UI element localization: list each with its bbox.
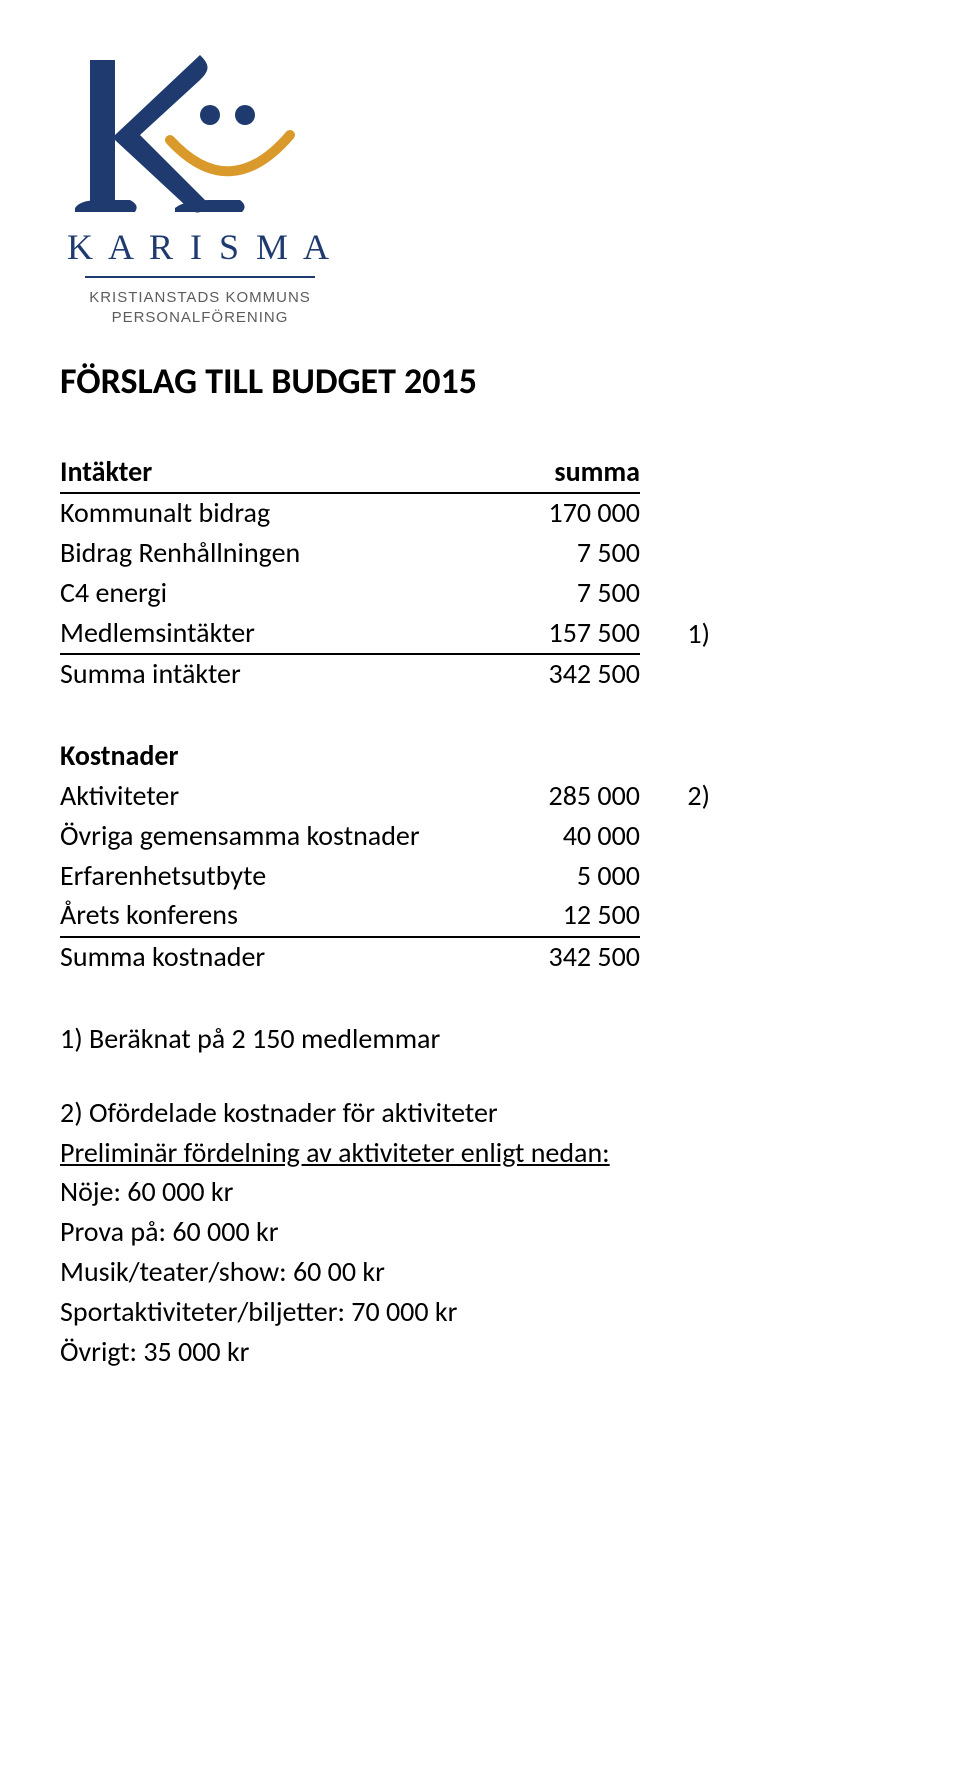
income-table: Intäkter summa Kommunalt bidrag 170 000 …: [60, 453, 710, 979]
footnote-2-line: Prova på: 60 000 kr: [60, 1213, 900, 1251]
logo-wordmark: K A R I S M A: [60, 226, 340, 268]
income-sum-row: Summa intäkter 342 500: [60, 654, 710, 695]
logo-subtitle-line1: KRISTIANSTADS KOMMUNS: [89, 289, 311, 306]
cost-row: Övriga gemensamma kostnader 40 000: [60, 817, 710, 857]
income-row: C4 energi 7 500: [60, 574, 710, 614]
cost-sum-row: Summa kostnader 342 500: [60, 937, 710, 978]
logo-mark: [60, 40, 340, 220]
income-row: Medlemsintäkter 157 500 1): [60, 614, 710, 655]
cost-row: Årets konferens 12 500: [60, 896, 710, 937]
cost-header-label: Kostnader: [60, 737, 490, 777]
logo-subtitle-line2: PERSONALFÖRENING: [112, 309, 289, 326]
footnote-2-line: Övrigt: 35 000 kr: [60, 1333, 900, 1371]
income-header-label: Intäkter: [60, 453, 490, 494]
cost-row: Aktiviteter 285 000 2): [60, 777, 710, 817]
income-header-amount: summa: [490, 453, 640, 494]
footnote-2-heading: Preliminär fördelning av aktiviteter enl…: [60, 1134, 900, 1172]
footnote-1: 1) Beräknat på 2 150 medlemmar: [60, 1020, 900, 1058]
logo-divider: [85, 276, 315, 278]
cost-row: Erfarenhetsutbyte 5 000: [60, 857, 710, 897]
page-title: FÖRSLAG TILL BUDGET 2015: [60, 359, 900, 403]
logo: K A R I S M A KRISTIANSTADS KOMMUNS PERS…: [60, 40, 340, 329]
income-header-row: Intäkter summa: [60, 453, 710, 494]
footnote-2-line: Musik/teater/show: 60 00 kr: [60, 1253, 900, 1291]
footnote-2-line: Sportaktiviteter/biljetter: 70 000 kr: [60, 1293, 900, 1331]
income-row: Bidrag Renhållningen 7 500: [60, 534, 710, 574]
income-row: Kommunalt bidrag 170 000: [60, 493, 710, 534]
footnotes: 1) Beräknat på 2 150 medlemmar 2) Oförde…: [60, 1020, 900, 1370]
logo-subtitle: KRISTIANSTADS KOMMUNS PERSONALFÖRENING: [60, 288, 340, 329]
footnote-2-line: Nöje: 60 000 kr: [60, 1173, 900, 1211]
logo-k-icon: [60, 40, 320, 230]
cost-header-row: Kostnader: [60, 737, 710, 777]
footnote-2-intro: 2) Ofördelade kostnader för aktiviteter: [60, 1094, 900, 1132]
